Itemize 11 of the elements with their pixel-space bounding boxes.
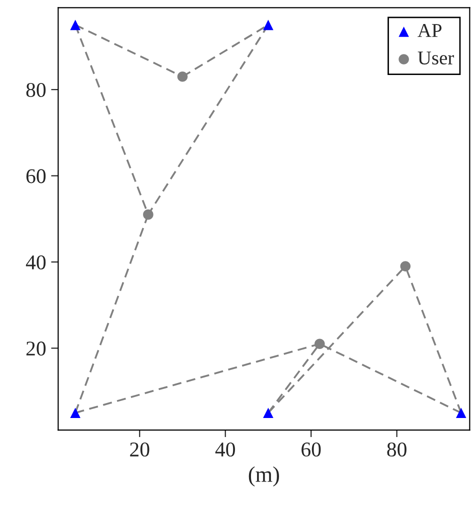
- legend-label: AP: [418, 24, 442, 37]
- y-tick-label: 60: [26, 169, 46, 184]
- x-tick-label: 80: [387, 442, 406, 457]
- legend-label: User: [418, 52, 454, 65]
- y-tick-label: 80: [26, 82, 46, 98]
- y-tick-label: 40: [26, 255, 46, 270]
- x-tick-label: 40: [215, 442, 235, 457]
- x-axis-title: (m): [248, 466, 279, 486]
- y-tick-label: 20: [26, 342, 46, 356]
- x-tick-label: 60: [302, 442, 321, 457]
- x-tick-label: 20: [130, 442, 150, 457]
